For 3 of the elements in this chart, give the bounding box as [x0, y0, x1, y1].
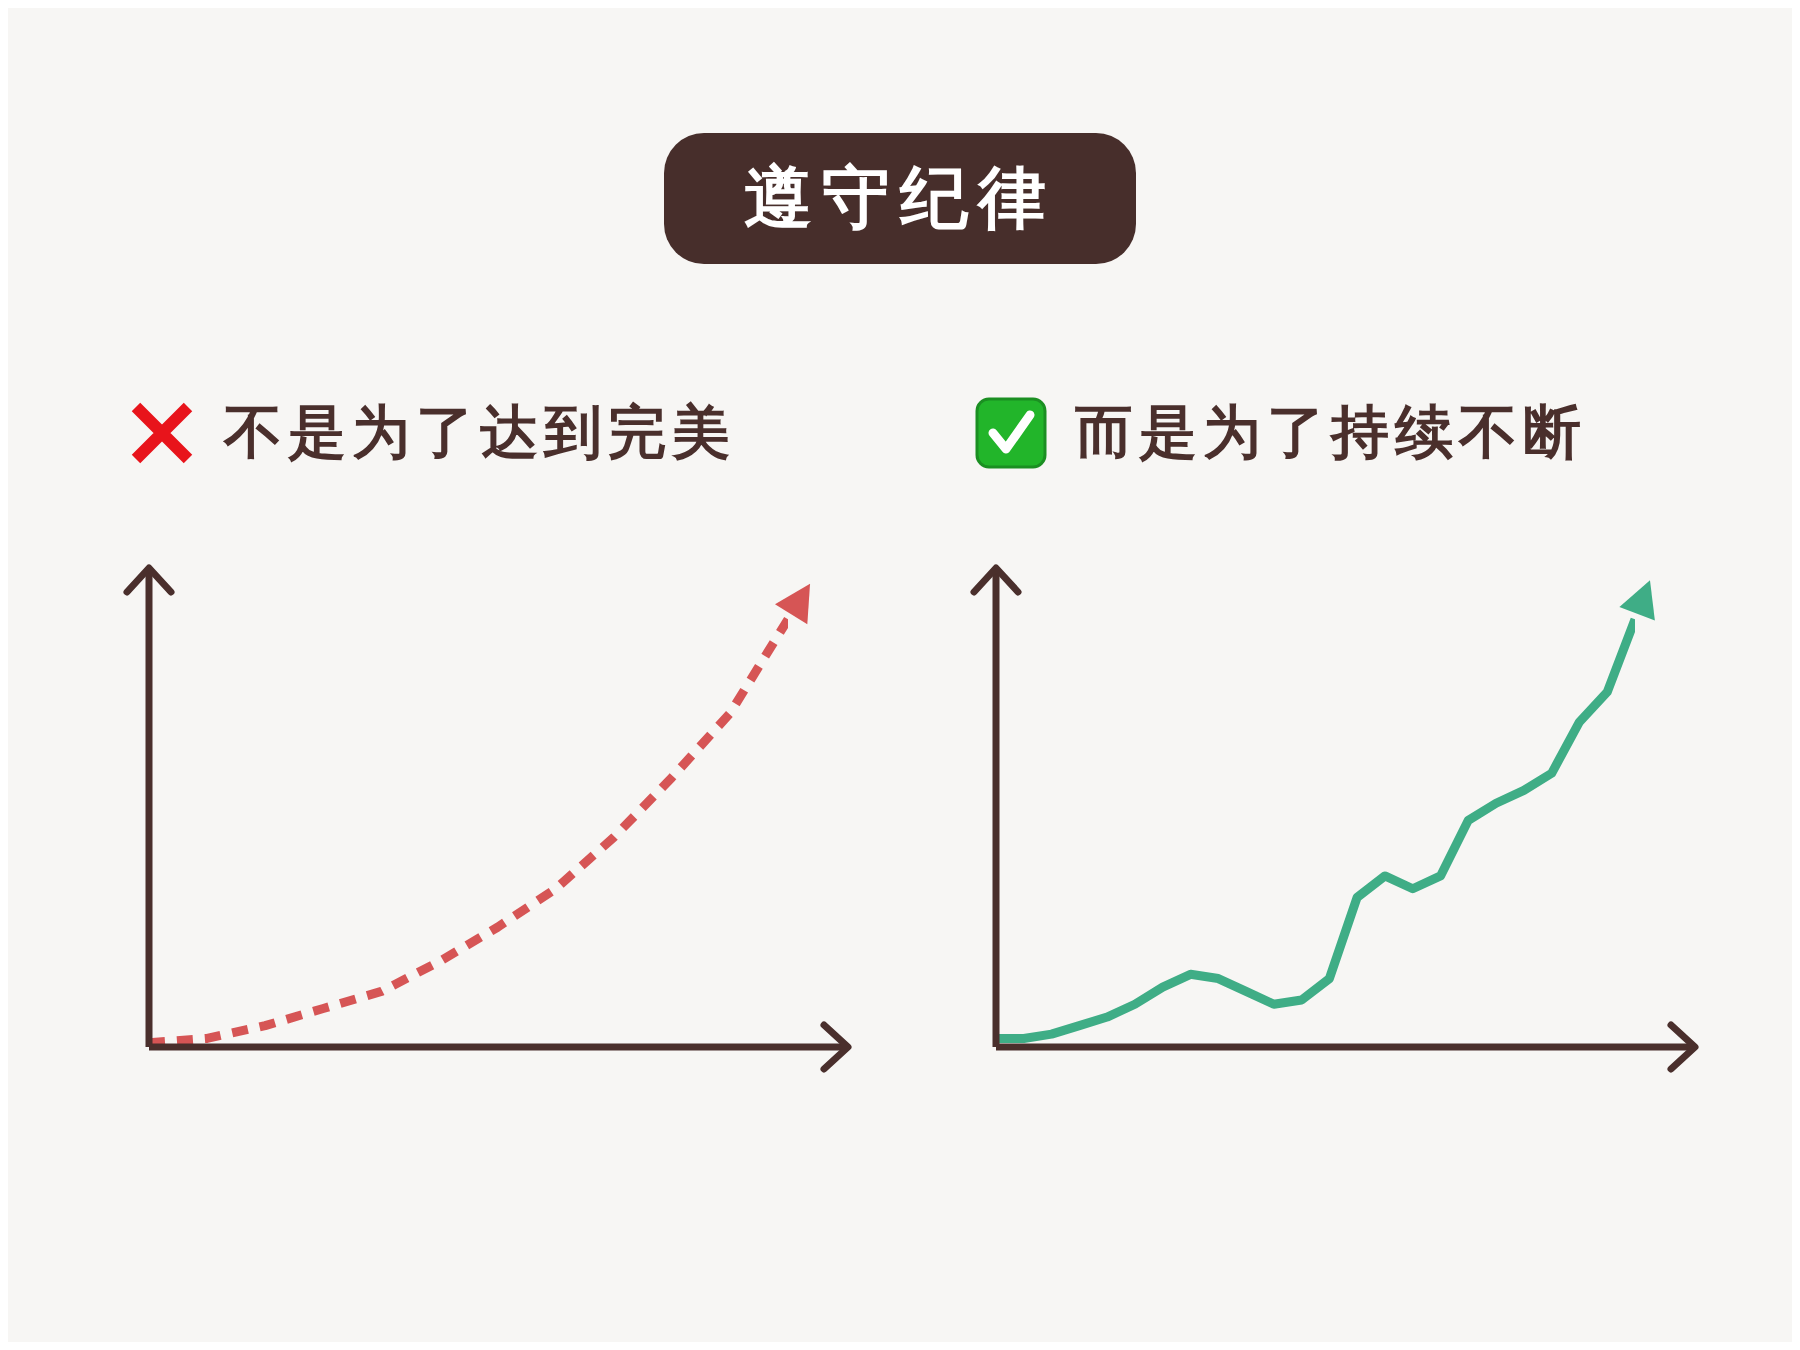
chart-title: 遵守纪律: [664, 132, 1136, 264]
chart-subtitle: 而是为了持续不断: [1075, 397, 1587, 468]
chart-subtitle: 不是为了达到完美: [224, 397, 736, 468]
